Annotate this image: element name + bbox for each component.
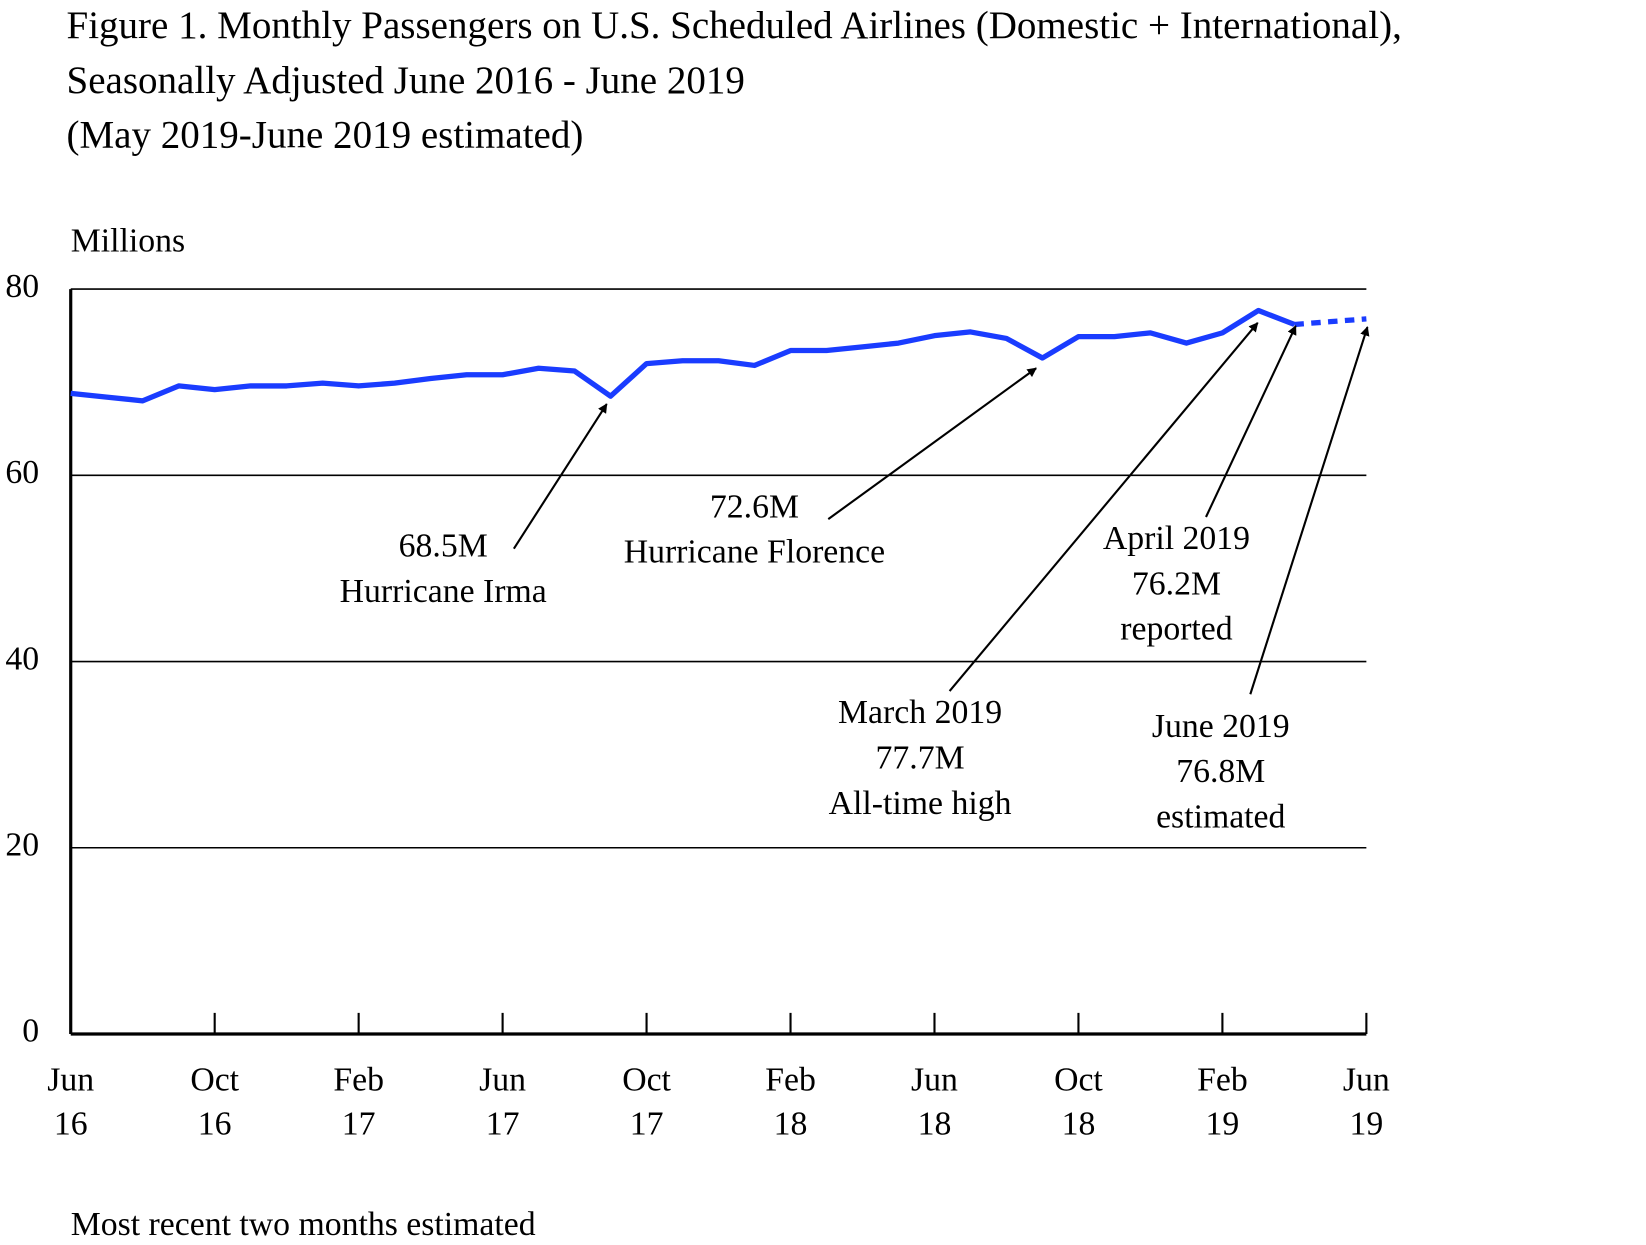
annotation-arrow — [512, 403, 608, 550]
annotation-text: Hurricane Irma — [340, 573, 547, 610]
annotation-text: 72.6M — [710, 488, 799, 525]
chart-title: Figure 1. Monthly Passengers on U.S. Sch… — [67, 4, 1402, 47]
y-tick-label: 60 — [5, 454, 39, 491]
x-tick-label: 17 — [486, 1106, 520, 1143]
annotation-text: 76.8M — [1176, 753, 1265, 790]
x-tick-label: Oct — [1054, 1061, 1103, 1098]
x-tick-label: Feb — [1197, 1061, 1248, 1098]
annotation-text: All-time high — [829, 785, 1012, 822]
annotation-text: 77.7M — [876, 739, 965, 776]
x-tick-label: 18 — [774, 1106, 808, 1143]
x-tick-label: Feb — [333, 1061, 384, 1098]
x-tick-label: Oct — [622, 1061, 671, 1098]
annotation-text: reported — [1120, 611, 1233, 648]
annotation-text: 76.2M — [1132, 565, 1221, 602]
annotation-text: 68.5M — [399, 527, 488, 564]
x-tick-label: Jun — [1343, 1061, 1390, 1098]
y-tick-label: 80 — [5, 268, 39, 305]
annotation-text: March 2019 — [838, 694, 1002, 731]
annotation-arrow — [827, 367, 1037, 520]
x-tick-label: 18 — [1062, 1106, 1096, 1143]
y-axis-label: Millions — [71, 222, 185, 259]
annotation-text: April 2019 — [1103, 520, 1250, 557]
x-tick-label: Jun — [911, 1061, 958, 1098]
x-tick-label: 17 — [630, 1106, 664, 1143]
annotation-text: Hurricane Florence — [624, 534, 885, 571]
annotation-arrow — [1205, 325, 1297, 518]
x-tick-label: 19 — [1349, 1106, 1383, 1143]
annotation-arrow — [948, 322, 1259, 692]
y-tick-label: 40 — [5, 640, 39, 677]
x-tick-label: 18 — [918, 1106, 952, 1143]
chart-title: Seasonally Adjusted June 2016 - June 201… — [67, 59, 745, 102]
x-tick-label: 16 — [198, 1106, 232, 1143]
x-tick-label: 17 — [342, 1106, 376, 1143]
annotation-arrow — [1249, 326, 1370, 695]
x-tick-label: 19 — [1206, 1106, 1240, 1143]
annotation-text: June 2019 — [1152, 708, 1290, 745]
footnote: Most recent two months estimated — [71, 1206, 536, 1243]
x-tick-label: Oct — [190, 1061, 239, 1098]
annotation-text: estimated — [1156, 799, 1285, 836]
x-tick-label: Jun — [47, 1061, 94, 1098]
x-tick-label: 16 — [54, 1106, 88, 1143]
data-line — [1294, 316, 1367, 328]
data-line — [70, 307, 1296, 404]
x-tick-label: Jun — [479, 1061, 526, 1098]
y-tick-label: 0 — [22, 1013, 39, 1050]
y-tick-label: 20 — [5, 827, 39, 864]
chart-title: (May 2019-June 2019 estimated) — [67, 114, 584, 157]
x-tick-label: Feb — [765, 1061, 816, 1098]
